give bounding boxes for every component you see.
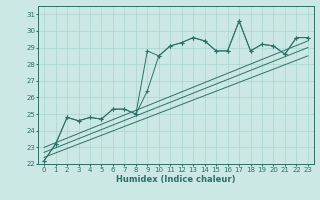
X-axis label: Humidex (Indice chaleur): Humidex (Indice chaleur) <box>116 175 236 184</box>
